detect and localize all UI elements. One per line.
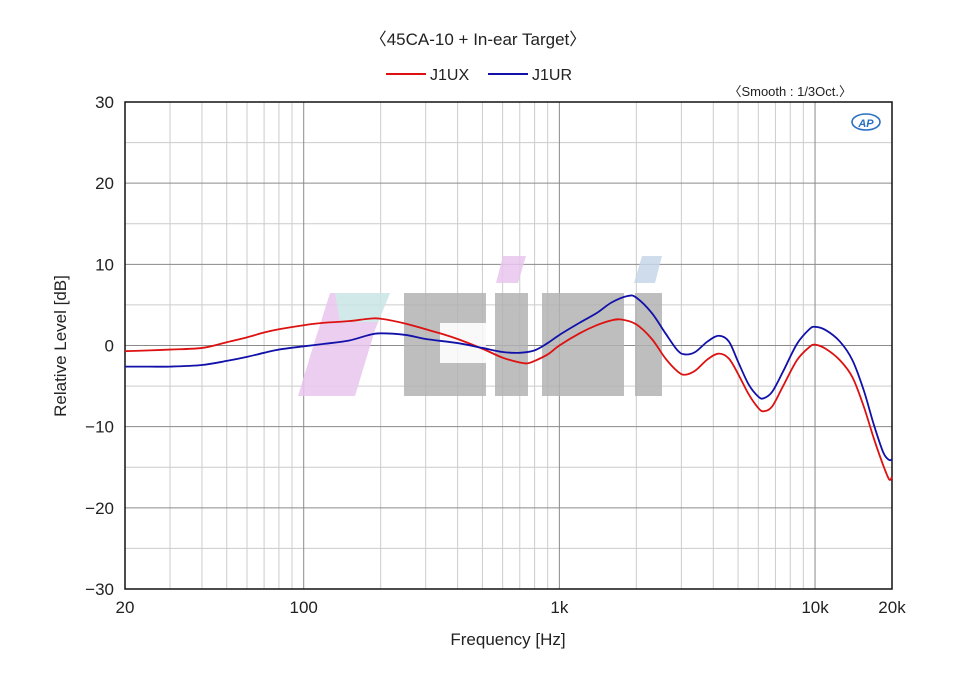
x-tick-label: 100 <box>290 598 318 617</box>
smoothing-note: 〈Smooth : 1/3Oct.〉 <box>728 84 852 99</box>
plot-area-border <box>124 101 893 590</box>
x-axis-ticks: 20 100 1k 10k 20k <box>116 598 907 617</box>
x-tick-label: 10k <box>801 598 829 617</box>
watermark-hexagon-teal <box>335 293 390 322</box>
x-axis-label: Frequency [Hz] <box>450 630 565 649</box>
y-axis-ticks: 30 20 10 0 −10 −20 −30 <box>85 93 114 599</box>
watermark-dot-pink <box>496 256 526 283</box>
watermark-letter-block-3 <box>542 293 624 396</box>
y-tick-label: −10 <box>85 418 114 437</box>
ap-logo-ring <box>851 113 881 131</box>
legend: J1UX J1UR <box>386 67 572 84</box>
x-tick-label: 20k <box>878 598 906 617</box>
legend-label-j1ux: J1UX <box>430 67 469 84</box>
ap-logo: AP <box>851 113 881 131</box>
chart-title: 〈45CA-10 + In-ear Target〉 <box>370 30 587 49</box>
series-line-j1ux <box>124 317 893 481</box>
y-tick-label: −20 <box>85 499 114 518</box>
watermark-letter-block-2 <box>495 293 528 396</box>
watermark-dot-blue <box>634 256 662 283</box>
x-tick-label: 1k <box>550 598 568 617</box>
series-layer <box>124 294 893 481</box>
y-tick-label: 20 <box>95 174 114 193</box>
ap-logo-text: AP <box>857 118 874 130</box>
legend-label-j1ur: J1UR <box>532 67 572 84</box>
series-line-j1ur <box>125 294 893 462</box>
y-tick-label: 0 <box>105 337 114 356</box>
watermark-letter-block-1-cut <box>440 323 486 363</box>
y-tick-label: −30 <box>85 580 114 599</box>
watermark-logo <box>298 256 662 396</box>
x-tick-label: 20 <box>116 598 135 617</box>
y-axis-label: Relative Level [dB] <box>51 275 70 417</box>
y-tick-label: 10 <box>95 255 114 274</box>
y-tick-label: 30 <box>95 93 114 112</box>
